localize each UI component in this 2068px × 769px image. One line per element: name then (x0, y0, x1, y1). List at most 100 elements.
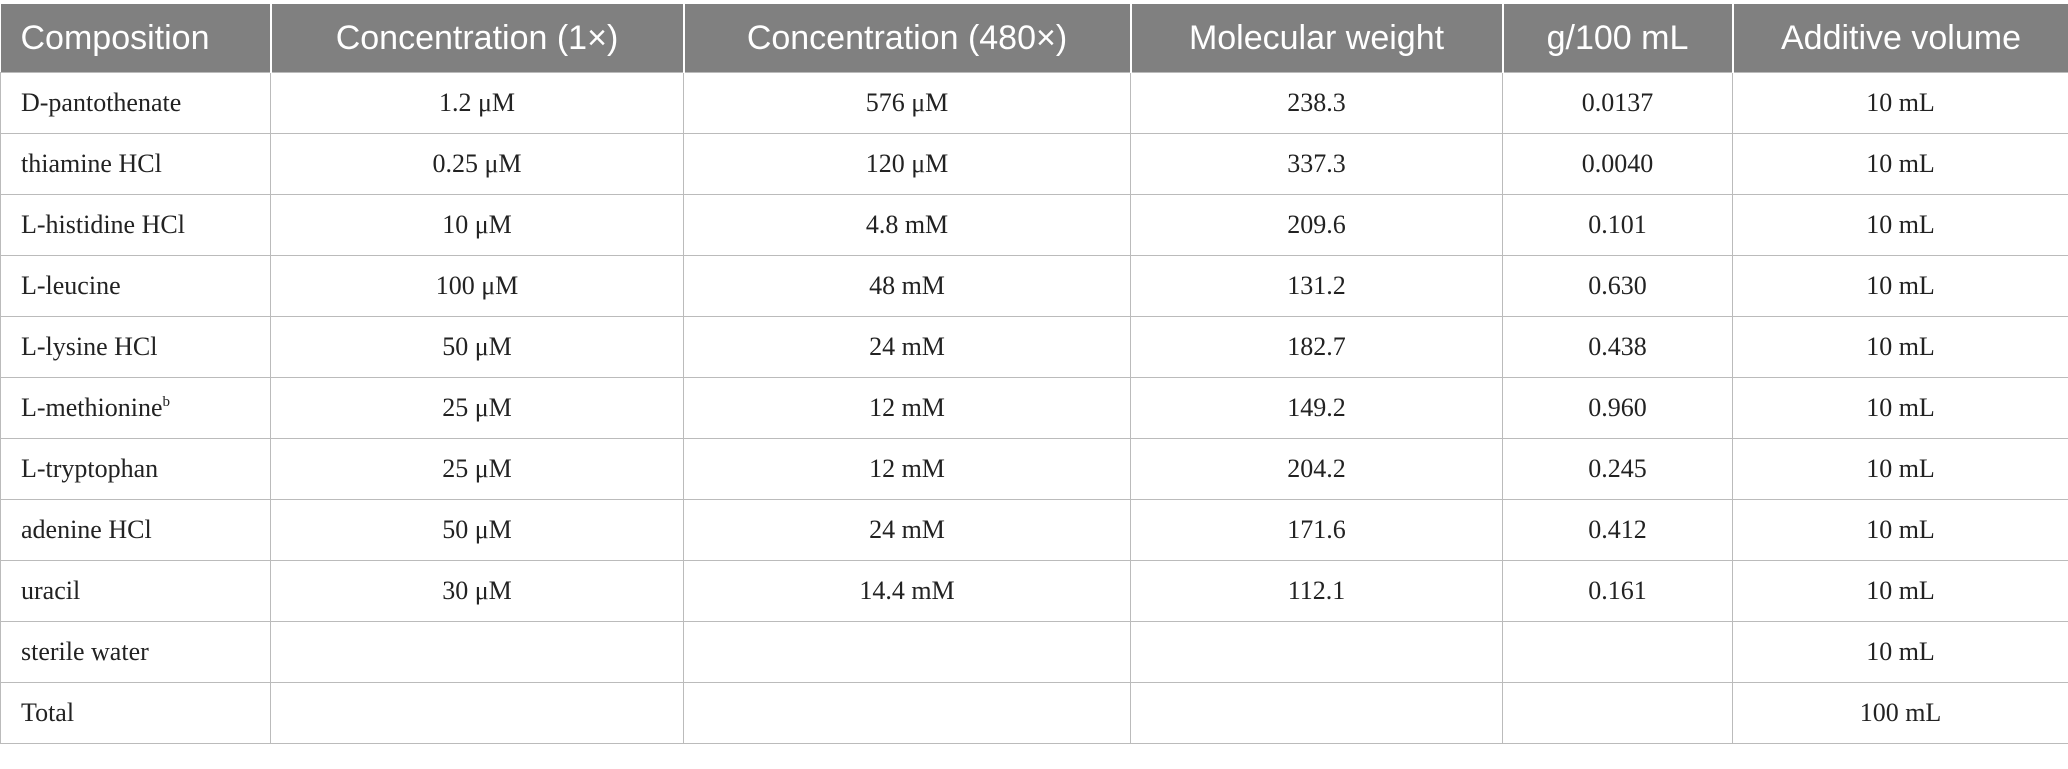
table-row: thiamine HCl 0.25 μM 120 μM 337.3 0.0040 10 m… (0, 133, 2068, 195)
table-cell: 0.245 (1502, 438, 1733, 500)
table-cell: 0.0137 (1502, 72, 1733, 134)
cell-text: 0.630 (1588, 271, 1647, 300)
table-cell: Total (0, 682, 271, 744)
table-cell: 100 μM (270, 255, 684, 317)
cell-text: uracil (21, 576, 81, 605)
table-cell: 171.6 (1130, 499, 1503, 561)
table-row: Total 100 mL (0, 682, 2068, 744)
table-cell: 48 mM (683, 255, 1131, 317)
cell-text: 337.3 (1287, 149, 1346, 178)
table-cell: 209.6 (1130, 194, 1503, 256)
cell-text: 576 μM (865, 88, 949, 117)
table-cell: 182.7 (1130, 316, 1503, 378)
cell-text: 131.2 (1287, 271, 1346, 300)
table-cell: 10 mL (1732, 377, 2068, 439)
table-cell: 100 mL (1732, 682, 2068, 744)
cell-text: 0.438 (1588, 332, 1647, 361)
table-cell: sterile water (0, 621, 271, 683)
cell-text: thiamine HCl (21, 149, 162, 178)
table-cell: L-lysine HCl (0, 316, 271, 378)
header-cell: Concentration (480×) (682, 4, 1131, 73)
table-cell: thiamine HCl (0, 133, 271, 195)
table-cell (1130, 682, 1503, 744)
table-cell: 24 mM (683, 499, 1131, 561)
table-row: adenine HCl 50 μM 24 mM 171.6 0.412 10 mL (0, 499, 2068, 561)
table-cell (1130, 621, 1503, 683)
table-cell: 10 mL (1732, 621, 2068, 683)
table-row: L-histidine HCl 10 μM 4.8 mM 209.6 0.101 10 m… (0, 194, 2068, 256)
table-row: L-methionineb 25 μM 12 mM 149.2 0.960 10 mL (0, 377, 2068, 439)
table-cell: L-histidine HCl (0, 194, 271, 256)
cell-text: 0.25 μM (432, 149, 522, 178)
table-cell: 12 mM (683, 377, 1131, 439)
header-cell: g/100 mL (1501, 4, 1733, 73)
cell-text: L-leucine (21, 271, 121, 300)
table-cell: 1.2 μM (270, 72, 684, 134)
table-cell: 12 mM (683, 438, 1131, 500)
cell-text: 120 μM (865, 149, 949, 178)
table-cell: 337.3 (1130, 133, 1503, 195)
table-cell: 576 μM (683, 72, 1131, 134)
cell-text: 48 mM (869, 271, 945, 300)
table-cell: uracil (0, 560, 271, 622)
cell-text: 10 mL (1866, 332, 1935, 361)
table-cell: 0.960 (1502, 377, 1733, 439)
table-cell: 112.1 (1130, 560, 1503, 622)
table-cell: L-methionineb (0, 377, 271, 439)
table-cell: 10 mL (1732, 194, 2068, 256)
cell-text: 10 mL (1866, 271, 1935, 300)
cell-text: 100 mL (1859, 698, 1942, 727)
cell-text: 238.3 (1287, 88, 1346, 117)
cell-text: 204.2 (1287, 454, 1346, 483)
cell-text: L-tryptophan (21, 454, 159, 483)
table-cell: 0.412 (1502, 499, 1733, 561)
cell-text: 10 mL (1866, 515, 1935, 544)
table-cell: 0.25 μM (270, 133, 684, 195)
cell-text: 0.101 (1588, 210, 1647, 239)
table-row: uracil 30 μM 14.4 mM 112.1 0.161 10 mL (0, 560, 2068, 622)
table-cell: adenine HCl (0, 499, 271, 561)
table-cell: 10 mL (1732, 316, 2068, 378)
table-cell: 14.4 mM (683, 560, 1131, 622)
cell-text: 10 mL (1866, 393, 1935, 422)
table-cell: 4.8 mM (683, 194, 1131, 256)
table-cell: L-leucine (0, 255, 271, 317)
table-row: L-lysine HCl 50 μM 24 mM 182.7 0.438 10 mL (0, 316, 2068, 378)
cell-text: 171.6 (1287, 515, 1346, 544)
cell-text: 50 μM (442, 332, 512, 361)
cell-text: 10 μM (442, 210, 512, 239)
table-cell (270, 621, 684, 683)
table-cell: 30 μM (270, 560, 684, 622)
cell-text: 100 μM (435, 271, 519, 300)
cell-text: D-pantothenate (21, 88, 182, 117)
cell-text: 182.7 (1287, 332, 1346, 361)
cell-text: 10 mL (1866, 576, 1935, 605)
cell-text: Total (21, 698, 75, 727)
cell-text: adenine HCl (21, 515, 152, 544)
table-cell: L-tryptophan (0, 438, 271, 500)
table-cell: 10 mL (1732, 255, 2068, 317)
table-cell: 10 mL (1732, 72, 2068, 134)
cell-text: L-histidine HCl (21, 210, 185, 239)
table-cell (1502, 621, 1733, 683)
table-cell: 25 μM (270, 377, 684, 439)
header-cell: Additive volume (1731, 4, 2068, 73)
cell-text: 10 mL (1866, 210, 1935, 239)
table-row: L-tryptophan 25 μM 12 mM 204.2 0.245 10 mL (0, 438, 2068, 500)
cell-text: L-lysine HCl (21, 332, 158, 361)
table-row: sterile water 10 mL (0, 621, 2068, 683)
composition-table: Composition Concentration (1×) Concentrati… (0, 4, 2068, 744)
table-cell: 120 μM (683, 133, 1131, 195)
table-cell (1502, 682, 1733, 744)
cell-text: 12 mM (869, 454, 945, 483)
table-cell (683, 621, 1131, 683)
cell-text: 25 μM (442, 454, 512, 483)
cell-text: 0.245 (1588, 454, 1647, 483)
table-cell: 10 mL (1732, 133, 2068, 195)
table-cell: 238.3 (1130, 72, 1503, 134)
cell-text: L-methionine (21, 393, 163, 422)
cell-text: 0.960 (1588, 393, 1647, 422)
header-cell: Molecular weight (1129, 4, 1503, 73)
cell-text: 25 μM (442, 393, 512, 422)
